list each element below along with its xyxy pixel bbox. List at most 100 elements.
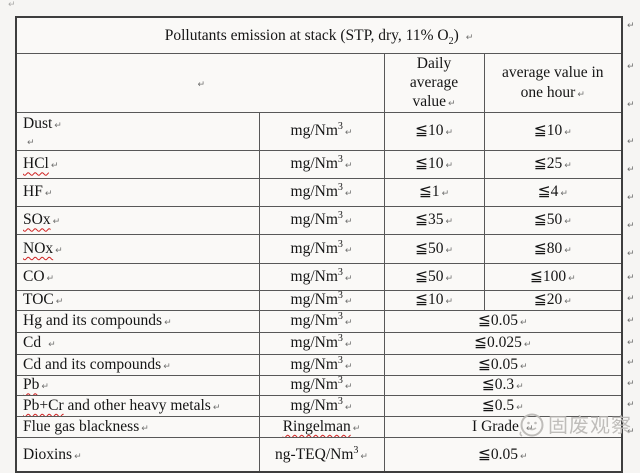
limit-value: I Grade xyxy=(472,417,519,435)
hourly-value: ≦10 xyxy=(533,122,563,140)
unit-cell: mg/Nm3↵ xyxy=(258,394,385,417)
paragraph-mark-icon: ↵ xyxy=(344,318,353,329)
unit-text: mg/Nm xyxy=(290,267,338,285)
paragraph-mark-icon: ↵ xyxy=(564,297,572,308)
pollutant-name-cell: Flue gas blackness ↵ xyxy=(15,415,260,438)
limit-value: ≦0.5 xyxy=(481,396,515,414)
hourly-value-cell: ≦20 ↵ xyxy=(483,289,623,311)
unit-cell: mg/Nm3↵ xyxy=(258,177,385,207)
hourly-value-cell: ≦4 ↵ xyxy=(483,177,623,207)
daily-value: ≦50 xyxy=(414,267,444,285)
paragraph-mark-icon: ↵ xyxy=(627,273,635,283)
unit-text: Ringelman xyxy=(282,417,351,435)
pollutant-name: and other heavy metals xyxy=(63,396,211,414)
paragraph-mark-icon: ↵ xyxy=(627,294,635,304)
unit-superscript: 3 xyxy=(337,395,343,407)
paragraph-mark-icon: ↵ xyxy=(54,120,62,131)
hourly-value-cell: ≦80 ↵ xyxy=(483,233,623,264)
paragraph-mark-icon: ↵ xyxy=(445,161,454,172)
table-row: Dioxins ↵ ng-TEQ/Nm3↵ ≦0.05 ↵ xyxy=(15,436,623,473)
paragraph-mark-icon: ↵ xyxy=(344,402,353,413)
pollutant-name-cell: TOC ↵ xyxy=(15,289,260,311)
pollutant-name: Dioxins xyxy=(23,445,73,463)
pollutant-name: Dust xyxy=(23,114,53,132)
paragraph-mark-icon: ↵ xyxy=(360,451,368,462)
daily-value: ≦10 xyxy=(414,291,444,309)
unit-cell: mg/Nm3↵ xyxy=(258,205,385,235)
daily-value-cell: ≦1 ↵ xyxy=(383,177,485,207)
unit-superscript: 3 xyxy=(337,121,343,133)
paragraph-mark-icon: ↵ xyxy=(627,400,635,410)
table-row: TOC ↵ mg/Nm3↵ ≦10 ↵ ≦20 ↵ xyxy=(15,289,623,311)
paragraph-mark-icon: ↵ xyxy=(564,217,572,228)
paragraph-mark-icon: ↵ xyxy=(212,402,221,413)
pollutant-name: Pb+Cr xyxy=(23,396,64,414)
unit-superscript: 3 xyxy=(337,210,343,222)
paragraph-mark-icon: ↵ xyxy=(55,245,63,256)
title-text: Pollutants emission at stack (STP, dry, … xyxy=(164,26,449,44)
paragraph-mark-icon: ↵ xyxy=(627,165,635,175)
paragraph-mark-icon: ↵ xyxy=(445,217,454,228)
header-daily-line2: average value xyxy=(409,73,459,111)
pollutant-name-cell: Pb ↵ xyxy=(15,374,260,396)
header-empty-cell: ↵ xyxy=(15,52,385,113)
paragraph-mark-icon: ↵ xyxy=(448,99,456,110)
hourly-value: ≦100 xyxy=(529,267,567,285)
pollutant-name-cell: Cd and its compounds ↵ xyxy=(15,353,260,376)
paragraph-mark-icon: ↵ xyxy=(627,21,635,31)
pollutant-name: HF xyxy=(23,183,43,201)
paragraph-mark-icon: ↵ xyxy=(577,89,585,100)
paragraph-mark-icon: ↵ xyxy=(445,128,454,139)
paragraph-mark-icon: ↵ xyxy=(344,245,353,256)
hourly-value-cell: ≦10 ↵ xyxy=(483,111,623,151)
hourly-value: ≦4 xyxy=(537,183,559,201)
paragraph-mark-icon: ↵ xyxy=(520,318,528,329)
pollutant-name-cell: Pb+Cr and other heavy metals ↵ xyxy=(15,394,260,417)
paragraph-mark-icon: ↵ xyxy=(465,32,474,43)
daily-value-cell: ≦10 ↵ xyxy=(383,149,485,179)
paragraph-mark-icon: ↵ xyxy=(627,221,635,231)
paragraph-mark-icon: ↵ xyxy=(344,161,353,172)
hourly-value-cell: ≦100 ↵ xyxy=(483,262,623,291)
paragraph-mark-icon: ↵ xyxy=(564,161,572,172)
table-row: Dust ↵ ↵ mg/Nm3↵ ≦10 ↵ ≦10 ↵ xyxy=(15,111,623,151)
header-daily-line1: Daily xyxy=(416,54,452,72)
table-row: Cd and its compounds ↵ mg/Nm3↵ ≦0.05 ↵ xyxy=(15,353,623,376)
unit-superscript: 3 xyxy=(337,266,343,278)
unit-superscript: 3 xyxy=(353,444,359,456)
daily-value: ≦10 xyxy=(414,155,444,173)
paragraph-mark-icon: ↵ xyxy=(352,423,361,434)
paragraph-mark-icon: ↵ xyxy=(568,273,576,284)
paragraph-mark-icon: ↵ xyxy=(197,79,206,90)
paragraph-mark-icon: ↵ xyxy=(560,189,568,200)
unit-cell: mg/Nm3↵ xyxy=(258,331,385,355)
table-row-header: ↵ Daily average value ↵ average value in on… xyxy=(15,52,623,113)
unit-cell: mg/Nm3↵ xyxy=(258,149,385,179)
unit-cell: mg/Nm3↵ xyxy=(258,353,385,376)
paragraph-mark-icon: ↵ xyxy=(627,62,635,72)
watermark: 固废观察 xyxy=(519,412,632,438)
limit-value: ≦0.05 xyxy=(477,355,519,373)
header-hourly-line2: one hour xyxy=(520,83,576,101)
pollutant-name-cell: Hg and its compounds ↵ xyxy=(15,309,260,333)
unit-cell: mg/Nm3↵ xyxy=(258,111,385,151)
unit-cell: mg/Nm3↵ xyxy=(258,309,385,333)
table-row: HCl ↵ mg/Nm3↵ ≦10 ↵ ≦25 ↵ xyxy=(15,149,623,179)
daily-value-cell: ≦50 ↵ xyxy=(383,233,485,264)
paragraph-mark-icon: ↵ xyxy=(445,245,454,256)
table-row-title: Pollutants emission at stack (STP, dry, … xyxy=(15,16,623,54)
paragraph-mark-icon: ↵ xyxy=(344,382,353,393)
table-row: Flue gas blackness ↵ Ringelman ↵ I Grade ↵ xyxy=(15,415,623,438)
paragraph-mark-icon: ↵ xyxy=(627,100,635,110)
paragraph-mark-icon: ↵ xyxy=(627,316,635,326)
daily-value-cell: ≦50 ↵ xyxy=(383,262,485,291)
unit-text: mg/Nm xyxy=(290,122,338,140)
table-row: SOx ↵ mg/Nm3↵ ≦35 ↵ ≦50 ↵ xyxy=(15,205,623,235)
paragraph-mark-icon: ↵ xyxy=(564,245,572,256)
paragraph-mark-icon: ↵ xyxy=(344,273,353,284)
paragraph-mark-icon: ↵ xyxy=(523,340,532,351)
paragraph-mark-icon: ↵ xyxy=(627,379,635,389)
pollutant-name-cell: Dioxins ↵ xyxy=(15,436,260,473)
unit-cell: mg/Nm3↵ xyxy=(258,233,385,264)
unit-text: mg/Nm xyxy=(290,396,338,414)
